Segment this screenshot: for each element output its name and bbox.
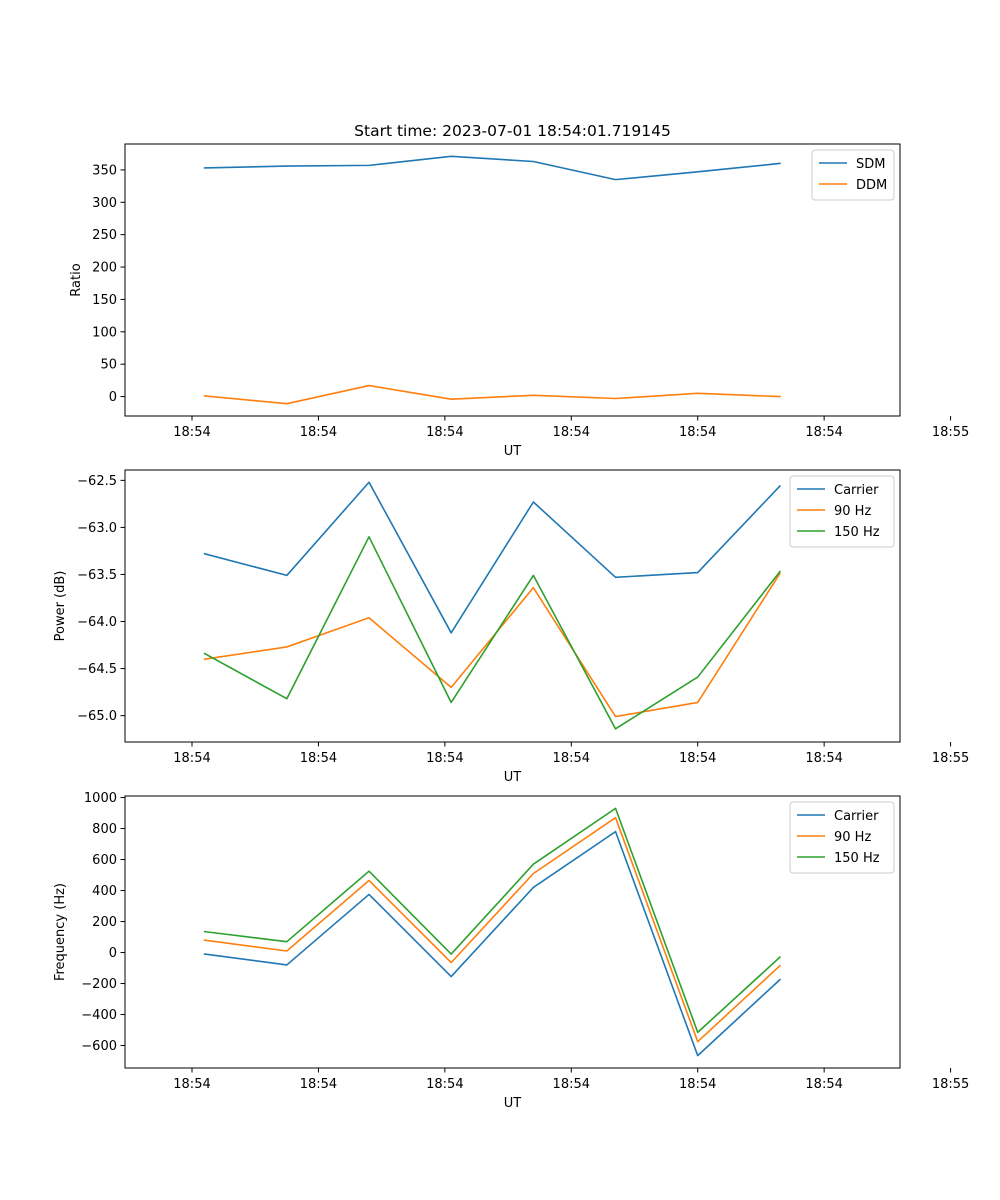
x-tick-label: 18:55 (932, 425, 969, 440)
y-tick-label: −64.5 (77, 662, 117, 677)
x-tick-label: 18:54 (553, 751, 590, 766)
y-axis-label: Frequency (Hz) (53, 883, 68, 981)
y-tick-label: 400 (92, 884, 117, 899)
legend-label: DDM (856, 178, 887, 193)
x-axis-label: UT (504, 1096, 522, 1111)
series-line-carrier (203, 830, 782, 1057)
legend-label: 150 Hz (834, 525, 880, 540)
y-tick-label: −63.5 (77, 568, 117, 583)
axes-frame (124, 795, 901, 1069)
x-tick-label: 18:54 (426, 751, 463, 766)
x-tick-label: 18:55 (932, 751, 969, 766)
y-tick-label: 1000 (84, 791, 117, 806)
y-tick-label: 200 (92, 261, 117, 276)
y-tick-label: −400 (81, 1008, 117, 1023)
y-tick-label: 50 (100, 358, 117, 373)
x-tick-label: 18:54 (300, 425, 337, 440)
y-tick-label: −200 (81, 977, 117, 992)
y-axis-label: Power (dB) (53, 571, 68, 642)
y-tick-label: 350 (92, 163, 117, 178)
y-tick-label: 200 (92, 915, 117, 930)
x-tick-label: 18:54 (805, 1077, 842, 1092)
x-tick-label: 18:54 (679, 425, 716, 440)
axes-frame (124, 469, 901, 743)
series-line-150-hz (203, 807, 782, 1034)
y-tick-label: −63.0 (77, 521, 117, 536)
y-axis-label: Ratio (69, 263, 84, 296)
x-tick-label: 18:54 (173, 425, 210, 440)
x-tick-label: 18:54 (173, 1077, 210, 1092)
y-tick-label: 300 (92, 196, 117, 211)
chart-panel-2: 18:54 18:54 18:54 18:54 18:54 18:54 18:55 −65.0… (53, 469, 969, 785)
y-tick-label: 250 (92, 228, 117, 243)
x-axis-label: UT (504, 444, 522, 459)
chart-panel-1: 18:54 18:54 18:54 18:54 18:54 18:54 18:55 0 50 10… (69, 122, 969, 459)
x-tick-label: 18:54 (805, 751, 842, 766)
y-tick-label: −65.0 (77, 709, 117, 724)
y-tick-label: 0 (109, 946, 117, 961)
legend-label: SDM (856, 157, 885, 172)
y-tick-label: −64.0 (77, 615, 117, 630)
x-tick-label: 18:54 (300, 751, 337, 766)
chart-panels: 18:54 18:54 18:54 18:54 18:54 18:54 18:55 0 50 10… (53, 122, 969, 1111)
y-tick-label: −600 (81, 1039, 117, 1054)
x-tick-label: 18:54 (300, 1077, 337, 1092)
legend-label: 90 Hz (834, 504, 871, 519)
series-line-90-hz (203, 816, 782, 1043)
x-tick-label: 18:54 (553, 1077, 590, 1092)
x-tick-label: 18:54 (553, 425, 590, 440)
chart-title: Start time: 2023-07-01 18:54:01.719145 (354, 122, 671, 140)
legend-label: 90 Hz (834, 830, 871, 845)
x-tick-label: 18:54 (426, 1077, 463, 1092)
x-tick-label: 18:54 (426, 425, 463, 440)
y-tick-label: 0 (109, 390, 117, 405)
x-axis-label: UT (504, 770, 522, 785)
y-tick-label: 800 (92, 822, 117, 837)
x-tick-label: 18:54 (173, 751, 210, 766)
y-tick-label: 600 (92, 853, 117, 868)
x-tick-label: 18:55 (932, 1077, 969, 1092)
legend-label: Carrier (834, 483, 879, 498)
y-tick-label: 150 (92, 293, 117, 308)
y-tick-label: −62.5 (77, 474, 117, 489)
axes-frame (124, 143, 901, 417)
legend-box (789, 801, 895, 874)
series-line-carrier (203, 481, 782, 634)
legend-label: Carrier (834, 809, 879, 824)
series-line-150-hz (203, 536, 782, 730)
x-tick-label: 18:54 (679, 1077, 716, 1092)
x-tick-label: 18:54 (679, 751, 716, 766)
series-line-sdm (203, 155, 781, 181)
x-tick-label: 18:54 (805, 425, 842, 440)
legend-box (789, 475, 895, 548)
chart-panel-3: 18:54 18:54 18:54 18:54 18:54 18:54 18:55 −600 −… (53, 791, 969, 1111)
series-line-ddm (203, 384, 781, 405)
legend-label: 150 Hz (834, 851, 880, 866)
y-tick-label: 100 (92, 325, 117, 340)
